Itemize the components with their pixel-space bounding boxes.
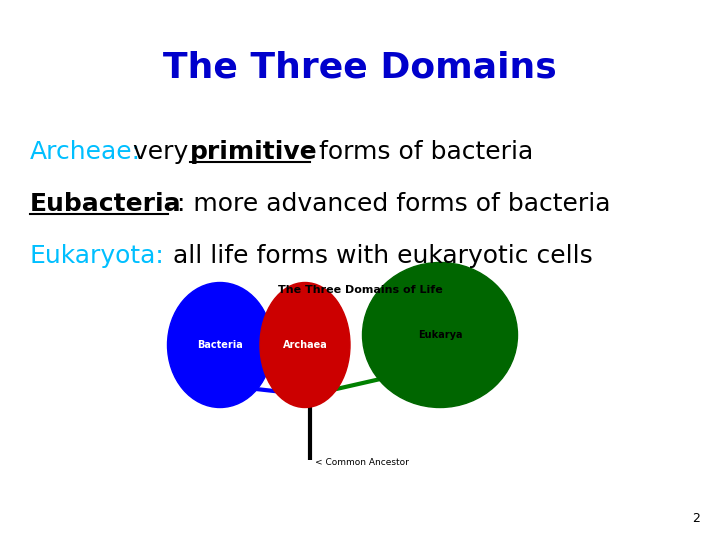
Text: Archeae:: Archeae:	[30, 140, 141, 164]
Text: < Common Ancestor: < Common Ancestor	[315, 458, 409, 467]
Text: Archaea: Archaea	[283, 340, 328, 350]
Text: The Three Domains of Life: The Three Domains of Life	[278, 285, 442, 295]
Text: Eukaryota:: Eukaryota:	[30, 244, 165, 268]
Ellipse shape	[260, 282, 350, 408]
Ellipse shape	[362, 262, 518, 408]
Ellipse shape	[168, 282, 272, 408]
Text: primitive: primitive	[190, 140, 318, 164]
Text: : more advanced forms of bacteria: : more advanced forms of bacteria	[169, 192, 611, 216]
Text: Bacteria: Bacteria	[197, 340, 243, 350]
Text: all life forms with eukaryotic cells: all life forms with eukaryotic cells	[165, 244, 593, 268]
Text: very: very	[125, 140, 197, 164]
Text: The Three Domains: The Three Domains	[163, 50, 557, 84]
Text: Eubacteria: Eubacteria	[30, 192, 181, 216]
Text: 2: 2	[692, 512, 700, 525]
Text: forms of bacteria: forms of bacteria	[311, 140, 534, 164]
Text: Eukarya: Eukarya	[418, 330, 462, 340]
